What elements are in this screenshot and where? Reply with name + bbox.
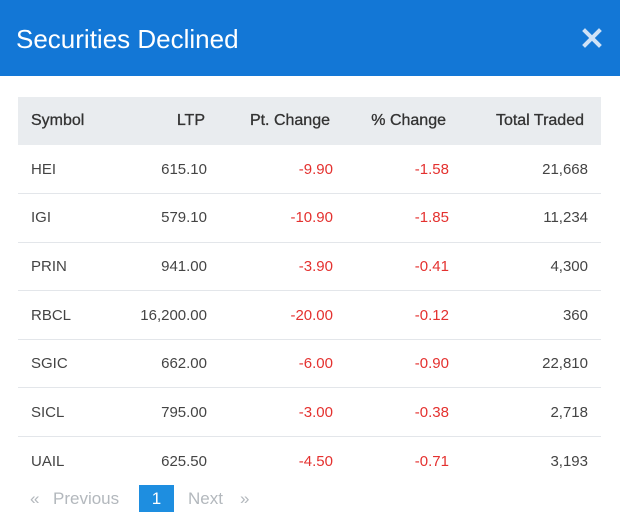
modal-title: Securities Declined: [16, 24, 239, 54]
cell-total-traded: 4,300: [550, 257, 588, 275]
cell-pct-change: -0.71: [414, 452, 449, 470]
cell-pct-change: -0.12: [414, 306, 449, 324]
cell-ltp: 795.00: [161, 403, 207, 421]
cell-ltp: 941.00: [161, 257, 207, 275]
securities-table-wrapper: Symbol LTP Pt. Change % Change Total Tra…: [18, 97, 601, 485]
column-header-ltp[interactable]: LTP: [176, 112, 205, 129]
table-row: IGI 579.10 -10.90 -1.85 11,234: [18, 194, 601, 243]
cell-pt-change: -6.00: [298, 355, 333, 373]
table-header-row: Symbol LTP Pt. Change % Change Total Tra…: [18, 97, 601, 145]
column-header-symbol[interactable]: Symbol: [31, 112, 85, 129]
cell-pt-change: -9.90: [298, 160, 333, 178]
table-row: SGIC 662.00 -6.00 -0.90 22,810: [18, 339, 601, 388]
previous-arrow-icon: «: [30, 489, 40, 508]
cell-total-traded: 21,668: [542, 160, 588, 178]
table-row: SICL 795.00 -3.00 -0.38 2,718: [18, 388, 601, 437]
table-row: RBCL 16,200.00 -20.00 -0.12 360: [18, 291, 601, 340]
cell-pt-change: -3.00: [298, 403, 333, 421]
close-icon: [582, 28, 602, 48]
cell-pct-change: -0.41: [414, 257, 449, 275]
table-row: UAIL 625.50 -4.50 -0.71 3,193: [18, 437, 601, 486]
next-page-button[interactable]: Next: [188, 489, 223, 508]
cell-symbol: PRIN: [31, 257, 67, 275]
cell-total-traded: 3,193: [550, 452, 588, 470]
cell-pt-change: -20.00: [290, 306, 333, 324]
cell-symbol: RBCL: [31, 306, 72, 324]
table-row: HEI 615.10 -9.90 -1.58 21,668: [18, 145, 601, 194]
modal-header: Securities Declined: [0, 0, 620, 76]
cell-symbol: SICL: [31, 403, 65, 421]
cell-symbol: IGI: [31, 209, 52, 227]
cell-ltp: 662.00: [161, 355, 207, 373]
cell-ltp: 579.10: [161, 209, 207, 227]
page-1-button[interactable]: 1: [139, 485, 174, 512]
cell-total-traded: 22,810: [542, 355, 588, 373]
cell-ltp: 625.50: [161, 452, 207, 470]
close-button[interactable]: [582, 28, 602, 48]
cell-symbol: HEI: [31, 160, 57, 178]
previous-page-button[interactable]: Previous: [53, 489, 120, 508]
cell-pct-change: -1.85: [414, 209, 449, 227]
pagination: « Previous 1 Next »: [18, 485, 318, 512]
cell-symbol: SGIC: [31, 355, 68, 373]
securities-table: Symbol LTP Pt. Change % Change Total Tra…: [18, 97, 601, 485]
cell-symbol: UAIL: [31, 452, 65, 470]
cell-total-traded: 2,718: [550, 403, 588, 421]
cell-total-traded: 360: [562, 306, 588, 324]
cell-pt-change: -10.90: [290, 209, 333, 227]
cell-ltp: 615.10: [161, 160, 207, 178]
column-header-pt-change[interactable]: Pt. Change: [249, 112, 330, 129]
cell-pt-change: -4.50: [298, 452, 333, 470]
next-arrow-icon: »: [240, 489, 250, 508]
cell-ltp: 16,200.00: [140, 306, 207, 324]
cell-pct-change: -1.58: [414, 160, 449, 178]
table-row: PRIN 941.00 -3.90 -0.41 4,300: [18, 242, 601, 291]
cell-pt-change: -3.90: [298, 257, 333, 275]
column-header-pct-change[interactable]: % Change: [371, 112, 446, 129]
cell-pct-change: -0.38: [414, 403, 449, 421]
column-header-total-traded[interactable]: Total Traded: [495, 112, 584, 129]
cell-pct-change: -0.90: [414, 355, 449, 373]
cell-total-traded: 11,234: [543, 209, 588, 227]
